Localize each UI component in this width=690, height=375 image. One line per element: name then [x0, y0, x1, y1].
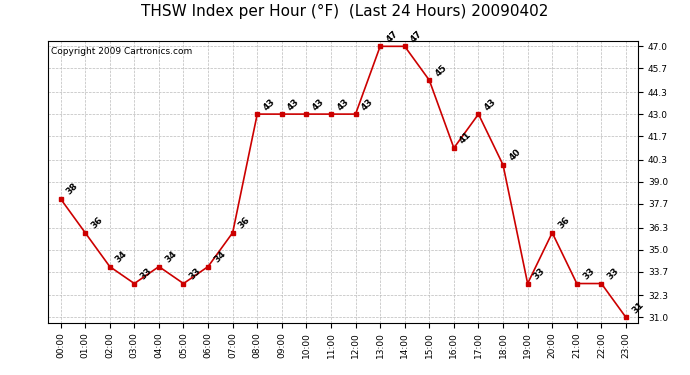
- Text: 45: 45: [433, 63, 448, 78]
- Text: 34: 34: [163, 249, 179, 264]
- Text: 36: 36: [89, 215, 105, 231]
- Text: Copyright 2009 Cartronics.com: Copyright 2009 Cartronics.com: [51, 47, 193, 56]
- Text: 38: 38: [65, 182, 80, 196]
- Text: 43: 43: [335, 97, 351, 112]
- Text: 43: 43: [359, 97, 375, 112]
- Text: 34: 34: [114, 249, 129, 264]
- Text: 33: 33: [606, 266, 621, 281]
- Text: 33: 33: [581, 266, 596, 281]
- Text: 33: 33: [139, 266, 154, 281]
- Text: 36: 36: [237, 215, 252, 231]
- Text: 43: 43: [310, 97, 326, 112]
- Text: 36: 36: [556, 215, 571, 231]
- Text: 43: 43: [482, 97, 498, 112]
- Text: 47: 47: [409, 29, 424, 44]
- Text: 47: 47: [384, 29, 400, 44]
- Text: 33: 33: [188, 266, 203, 281]
- Text: 43: 43: [262, 97, 277, 112]
- Text: 33: 33: [532, 266, 547, 281]
- Text: 40: 40: [507, 148, 522, 163]
- Text: 43: 43: [286, 97, 302, 112]
- Text: 34: 34: [213, 249, 228, 264]
- Text: THSW Index per Hour (°F)  (Last 24 Hours) 20090402: THSW Index per Hour (°F) (Last 24 Hours)…: [141, 4, 549, 19]
- Text: 31: 31: [630, 300, 645, 315]
- Text: 41: 41: [458, 130, 473, 146]
